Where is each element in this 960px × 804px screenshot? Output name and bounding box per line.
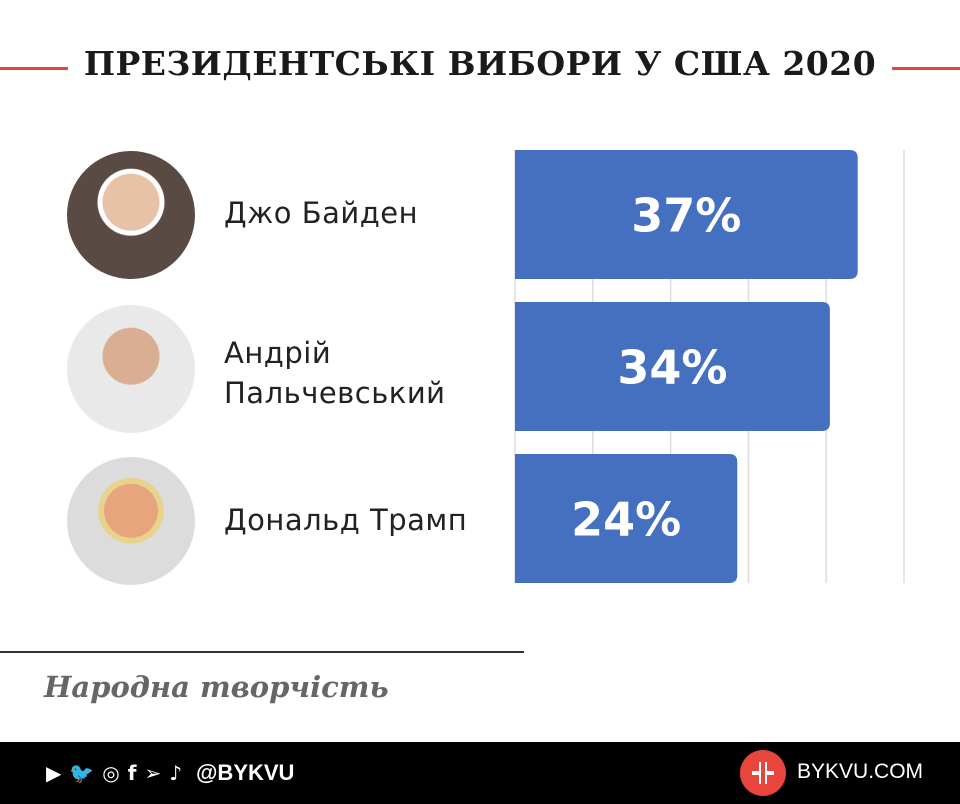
data-label: 34%: [617, 341, 727, 395]
tiktok-icon[interactable]: ♪: [169, 761, 182, 785]
bar: [515, 150, 858, 279]
social-icons: ▶ 🐦 ◎ f ➢ ♪ @BYKVU: [46, 760, 294, 786]
bar: [515, 302, 830, 431]
candidate-name-line: Дональд Трамп: [224, 503, 468, 537]
candidate-name-line: Андрій: [224, 336, 332, 370]
telegram-icon[interactable]: ➢: [144, 761, 162, 785]
bar: [515, 454, 738, 583]
candidate-name: Андрій Пальчевський: [224, 333, 446, 413]
twitter-icon[interactable]: 🐦: [69, 761, 95, 785]
avatar-trump: [67, 457, 195, 585]
candidate-name: Джо Байден: [224, 193, 418, 233]
footer: ▶ 🐦 ◎ f ➢ ♪ @BYKVU BYKVU.COM: [0, 742, 960, 804]
data-label: 24%: [571, 493, 681, 547]
candidate-name-line: Джо Байден: [224, 196, 419, 230]
avatar-biden: [67, 151, 195, 279]
bykvu-logo: [740, 750, 786, 796]
data-label: 37%: [631, 189, 741, 243]
site-link[interactable]: BYKVU.COM: [797, 760, 924, 783]
divider: [0, 651, 524, 653]
social-handle[interactable]: @BYKVU: [195, 760, 295, 785]
avatar-palchevsky: [67, 305, 195, 433]
source-caption: Народна творчість: [44, 670, 389, 704]
title-rule-left: [0, 67, 68, 70]
title-rule-right: [892, 67, 960, 70]
page-title: ПРЕЗИДЕНТСЬКІ ВИБОРИ У США 2020: [83, 44, 877, 83]
bar-chart: 37% 34% 24%: [514, 150, 905, 583]
instagram-icon[interactable]: ◎: [102, 761, 120, 785]
youtube-icon[interactable]: ▶: [46, 761, 62, 785]
candidate-name: Дональд Трамп: [224, 500, 467, 540]
facebook-icon[interactable]: f: [127, 761, 137, 785]
candidate-name-line: Пальчевський: [224, 376, 446, 410]
